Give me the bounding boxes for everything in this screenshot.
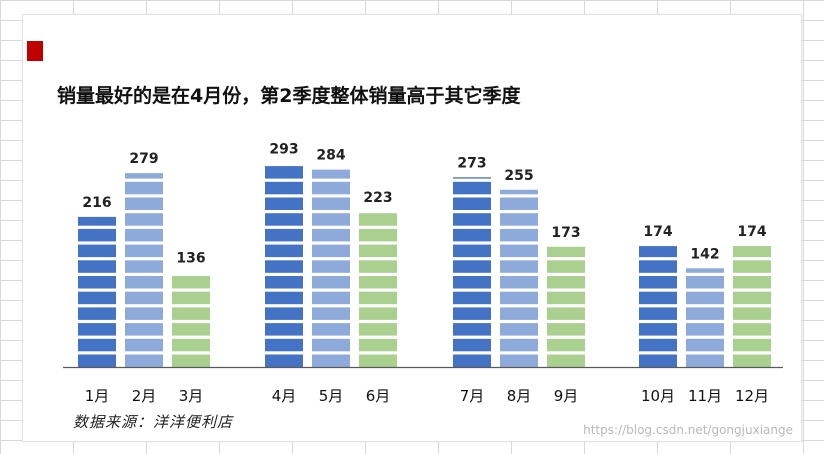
x-tick-label-2: 2月 <box>132 387 157 405</box>
bar-8 <box>500 189 538 367</box>
x-tick-label-10: 10月 <box>641 387 675 405</box>
data-label-11: 142 <box>690 246 719 262</box>
x-tick-label-6: 6月 <box>366 387 391 405</box>
data-label-5: 284 <box>316 148 345 164</box>
x-tick-label-3: 3月 <box>179 387 204 405</box>
red-marker <box>27 41 43 61</box>
bars-group <box>78 166 771 367</box>
bar-11 <box>686 268 724 367</box>
x-tick-label-5: 5月 <box>319 387 344 405</box>
x-tick-label-9: 9月 <box>554 387 579 405</box>
data-label-2: 279 <box>129 151 158 167</box>
bar-9 <box>547 246 585 367</box>
x-tick-label-12: 12月 <box>735 387 769 405</box>
bar-12 <box>733 246 771 367</box>
bar-1 <box>78 216 116 367</box>
bar-6 <box>359 213 397 367</box>
data-label-1: 216 <box>82 195 111 211</box>
data-label-8: 255 <box>504 168 533 184</box>
x-tick-label-11: 11月 <box>688 387 722 405</box>
data-label-9: 173 <box>551 225 580 241</box>
data-label-7: 273 <box>457 155 486 171</box>
bar-2 <box>125 173 163 367</box>
bar-4 <box>265 166 303 367</box>
chart-title: 销量最好的是在4月份，第2季度整体销量高于其它季度 <box>57 85 521 107</box>
x-tick-label-1: 1月 <box>85 387 110 405</box>
source-note: 数据来源：洋洋便利店 <box>73 413 234 431</box>
bar-3 <box>172 276 210 367</box>
bar-5 <box>312 169 350 367</box>
chart-panel: 销量最好的是在4月份，第2季度整体销量高于其它季度 216 1月 279 2月 136 3… <box>22 14 802 442</box>
data-label-6: 223 <box>363 190 392 206</box>
data-label-3: 136 <box>176 251 205 267</box>
x-tick-label-7: 7月 <box>460 387 485 405</box>
data-label-10: 174 <box>643 224 672 240</box>
bar-7 <box>453 177 491 367</box>
data-label-4: 293 <box>269 141 298 157</box>
bar-chart: 216 1月 279 2月 136 3月 293 4月 284 5月 223 6月 273 7月 255 8月… <box>63 141 783 405</box>
data-label-12: 174 <box>737 224 766 240</box>
x-tick-label-4: 4月 <box>272 387 297 405</box>
bar-10 <box>639 246 677 367</box>
watermark: https://blog.csdn.net/gongjuxiange <box>583 423 793 437</box>
x-tick-label-8: 8月 <box>507 387 532 405</box>
